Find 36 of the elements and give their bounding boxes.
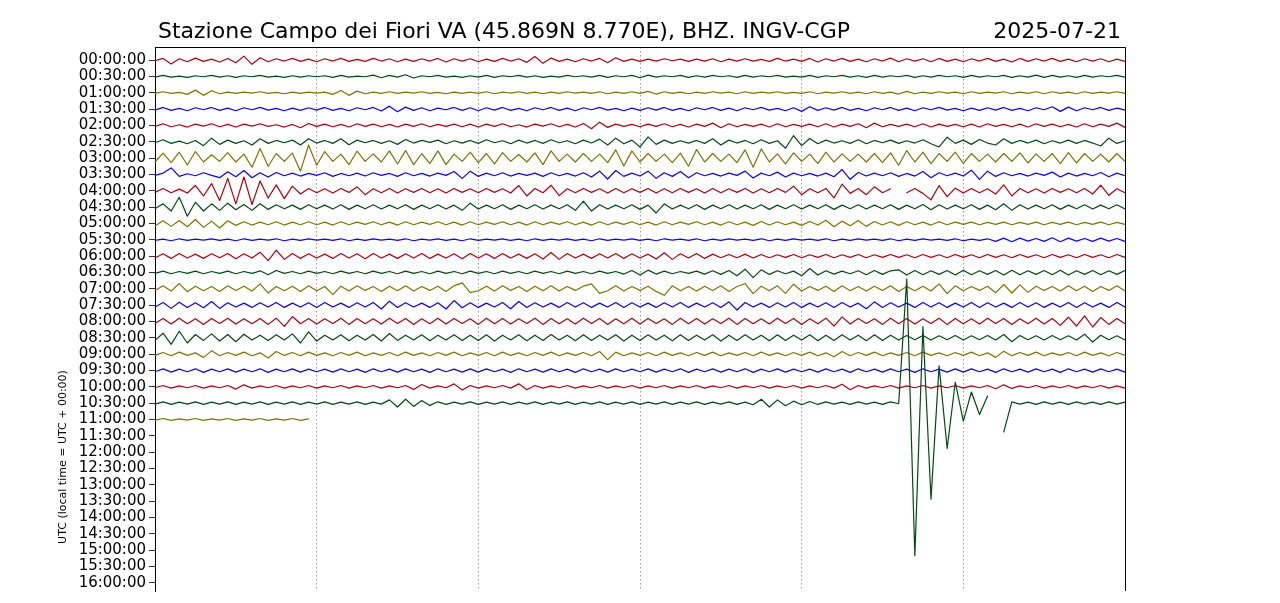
y-tick-label: 09:30:00 [78, 360, 146, 379]
y-tick-label: 06:30:00 [78, 262, 146, 281]
y-tick-label: 03:30:00 [78, 164, 146, 183]
y-tick-label: 09:00:00 [78, 344, 146, 363]
y-tick-label: 11:30:00 [78, 425, 146, 444]
y-tick-label: 10:00:00 [78, 376, 146, 395]
chart-title: Stazione Campo dei Fiori VA (45.869N 8.770E), BHZ. INGV-CGP [158, 18, 850, 43]
y-tick-label: 12:30:00 [78, 458, 146, 477]
chart-subtitle: 2025-07-21 [993, 18, 1121, 43]
y-tick-label: 04:00:00 [78, 180, 146, 199]
y-tick-label: 01:00:00 [78, 82, 146, 101]
y-tick-label: 07:00:00 [78, 278, 146, 297]
y-tick-label: 01:30:00 [78, 98, 146, 117]
y-tick-label: 15:30:00 [78, 556, 146, 575]
y-tick-label: 05:30:00 [78, 229, 146, 248]
y-axis-title: UTC (local time = UTC + 00:00) [55, 370, 69, 544]
y-tick-label: 02:30:00 [78, 131, 146, 150]
y-tick-label: 13:30:00 [78, 491, 146, 510]
y-tick-label: 04:30:00 [78, 196, 146, 215]
y-tick-label: 08:30:00 [78, 327, 146, 346]
y-tick-label: 16:00:00 [78, 572, 146, 591]
y-tick-label: 08:00:00 [78, 311, 146, 330]
y-tick-label: 07:30:00 [78, 295, 146, 313]
y-tick-label: 11:00:00 [78, 409, 146, 428]
y-tick-label: 02:00:00 [78, 115, 146, 134]
y-tick-label: 06:00:00 [78, 246, 146, 264]
y-tick-label: 05:00:00 [78, 213, 146, 232]
y-tick-label: 00:30:00 [78, 66, 146, 85]
y-tick-label: 12:00:00 [78, 442, 146, 461]
y-tick-label: 03:00:00 [78, 147, 146, 166]
y-tick-label: 14:30:00 [78, 523, 146, 542]
y-tick-label: 13:00:00 [78, 474, 146, 493]
y-tick-label: 10:30:00 [78, 393, 146, 412]
y-tick-label: 14:00:00 [78, 507, 146, 526]
y-tick-label: 15:00:00 [78, 540, 146, 559]
y-tick-label: 00:00:00 [78, 49, 146, 68]
